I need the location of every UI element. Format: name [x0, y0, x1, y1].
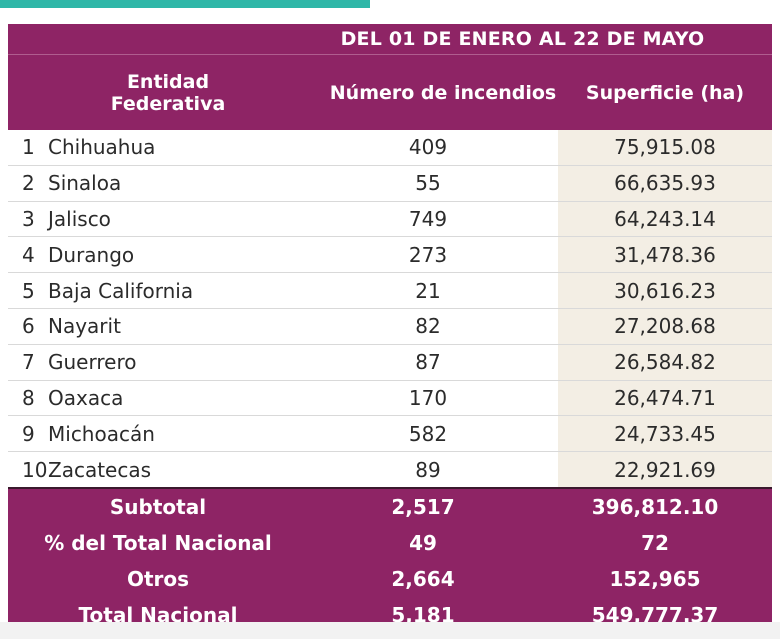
row-area: 66,635.93	[558, 165, 772, 201]
row-fires: 273	[408, 242, 448, 267]
row-entity: Baja California	[48, 278, 194, 303]
summary-fires: 2,664	[391, 566, 455, 591]
row-index: 7	[22, 350, 35, 375]
row-entity: Zacatecas	[48, 457, 152, 482]
summary-row-subtotal: Subtotal 2,517 396,812.10	[8, 489, 772, 525]
row-entity: Durango	[48, 242, 135, 267]
header-entity-line2: Federativa	[110, 92, 226, 115]
row-entity: Guerrero	[48, 350, 137, 375]
row-index: 1	[22, 135, 35, 160]
row-area: 64,243.14	[558, 201, 772, 237]
table-row: 5 Baja California 21 30,616.23	[8, 273, 772, 309]
accent-strip	[0, 0, 370, 8]
row-fires: 82	[415, 314, 441, 339]
row-area: 75,915.08	[558, 130, 772, 165]
row-index: 5	[22, 278, 35, 303]
row-fires: 749	[408, 206, 448, 231]
header-area: Superficie (ha)	[585, 81, 745, 104]
table-row: 6 Nayarit 82 27,208.68	[8, 308, 772, 345]
table-body: 1 Chihuahua 409 75,915.08 2 Sinaloa 55 6…	[8, 130, 772, 489]
summary-row-others: Otros 2,664 152,965	[8, 561, 772, 597]
table-row: 8 Oaxaca 170 26,474.71	[8, 380, 772, 417]
row-index: 9	[22, 421, 35, 446]
row-fires: 582	[408, 421, 448, 446]
bottom-band	[0, 622, 780, 639]
table-row: 10 Zacatecas 89 22,921.69	[8, 452, 772, 487]
summary-fires: 2,517	[391, 494, 455, 519]
summary-label: Subtotal	[109, 494, 207, 519]
table-title: DEL 01 DE ENERO AL 22 DE MAYO	[340, 28, 705, 50]
row-fires: 55	[415, 171, 441, 196]
table-row: 3 Jalisco 749 64,243.14	[8, 201, 772, 238]
row-area: 27,208.68	[558, 308, 772, 344]
summary-label: Otros	[126, 566, 190, 591]
row-index: 6	[22, 314, 35, 339]
header-entity: Entidad Federativa	[8, 71, 328, 115]
row-entity: Nayarit	[48, 314, 121, 339]
summary-area: 396,812.10	[591, 494, 719, 519]
row-entity: Oaxaca	[48, 385, 124, 410]
table-title-row: DEL 01 DE ENERO AL 22 DE MAYO	[8, 24, 772, 55]
fires-table: DEL 01 DE ENERO AL 22 DE MAYO Entidad Fe…	[8, 24, 772, 633]
row-area: 31,478.36	[558, 237, 772, 273]
row-area: 30,616.23	[558, 273, 772, 308]
row-fires: 87	[415, 350, 441, 375]
table-summary: Subtotal 2,517 396,812.10 % del Total Na…	[8, 488, 772, 633]
table-row: 9 Michoacán 582 24,733.45	[8, 416, 772, 453]
row-fires: 170	[408, 385, 448, 410]
row-area: 22,921.69	[558, 452, 772, 487]
row-entity: Sinaloa	[48, 171, 122, 196]
row-index: 8	[22, 385, 35, 410]
row-entity: Jalisco	[48, 206, 111, 231]
row-index: 2	[22, 171, 35, 196]
table-row: 7 Guerrero 87 26,584.82	[8, 344, 772, 381]
row-area: 24,733.45	[558, 416, 772, 452]
summary-area: 152,965	[609, 566, 701, 591]
summary-area: 72	[641, 530, 669, 555]
table-row: 1 Chihuahua 409 75,915.08	[8, 130, 772, 166]
summary-row-percent: % del Total Nacional 49 72	[8, 525, 772, 561]
row-fires: 409	[408, 135, 448, 160]
summary-fires: 49	[409, 530, 437, 555]
header-entity-line1: Entidad	[126, 70, 210, 93]
table-header-row: Entidad Federativa Número de incendios S…	[8, 55, 772, 130]
row-index: 4	[22, 242, 35, 267]
row-area: 26,584.82	[558, 344, 772, 380]
header-fires: Número de incendios	[329, 81, 557, 104]
row-fires: 89	[415, 457, 441, 482]
row-entity: Michoacán	[48, 421, 155, 446]
table-row: 4 Durango 273 31,478.36	[8, 237, 772, 274]
table-row: 2 Sinaloa 55 66,635.93	[8, 165, 772, 202]
row-area: 26,474.71	[558, 380, 772, 416]
row-index: 3	[22, 206, 35, 231]
row-fires: 21	[415, 278, 441, 303]
row-index: 10	[22, 457, 48, 482]
row-entity: Chihuahua	[48, 135, 156, 160]
summary-label: % del Total Nacional	[44, 530, 272, 555]
